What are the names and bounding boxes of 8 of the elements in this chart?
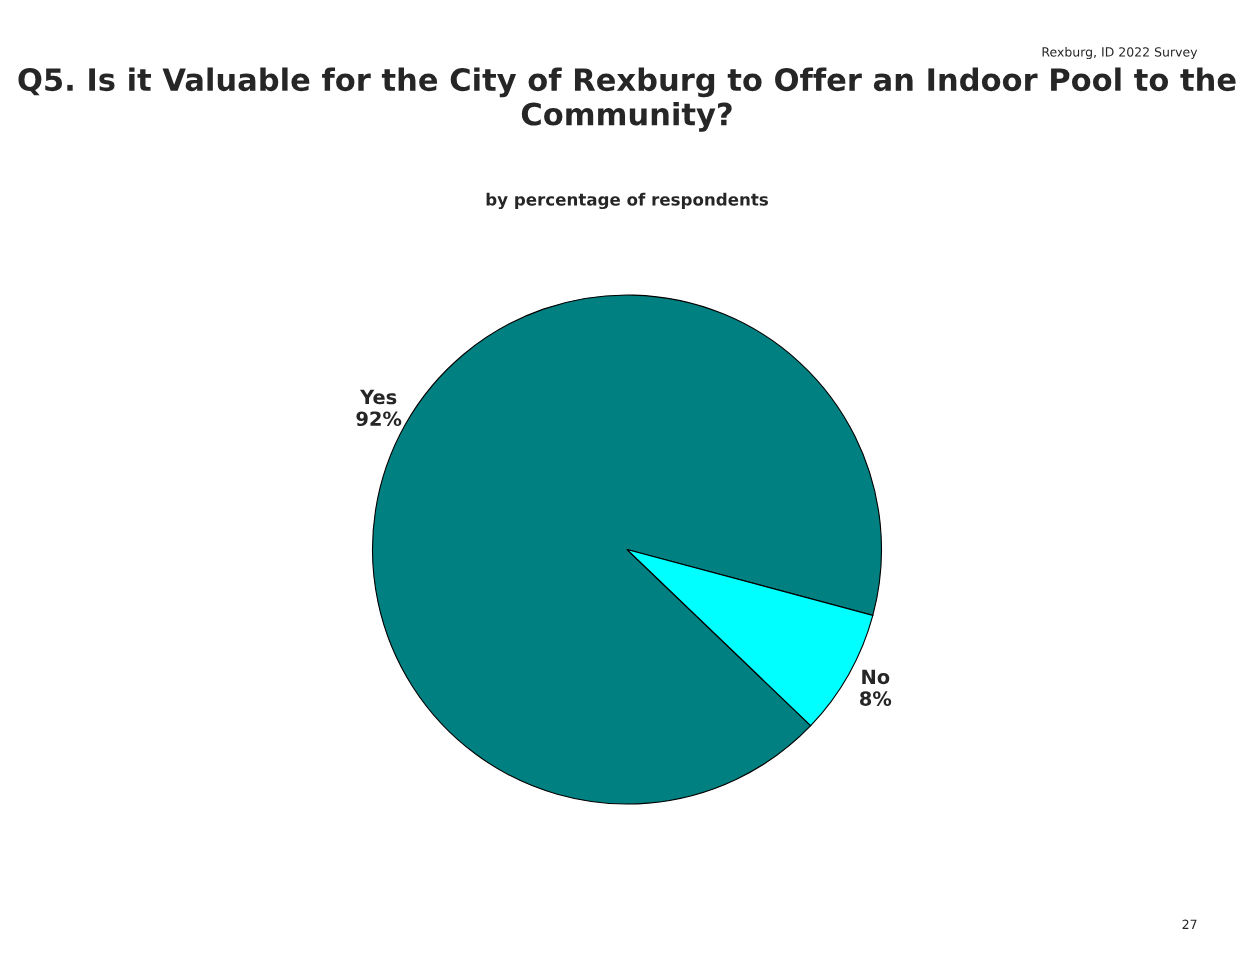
- data-label: 8%: [860, 691, 892, 706]
- slice-label: Yes: [359, 389, 397, 405]
- text: Rexburg, ID 2022 Survey: [1042, 46, 1198, 60]
- slice-label: No: [862, 669, 890, 685]
- chart-subtitle: by percentage of respondents: [486, 192, 768, 210]
- text: 27: [1182, 919, 1197, 929]
- chart-title: Q5. Is it Valuable for the City of Rexburg to Offer an Indoor Pool to the Community?: [18, 67, 1236, 132]
- data-label: 92%: [356, 411, 402, 427]
